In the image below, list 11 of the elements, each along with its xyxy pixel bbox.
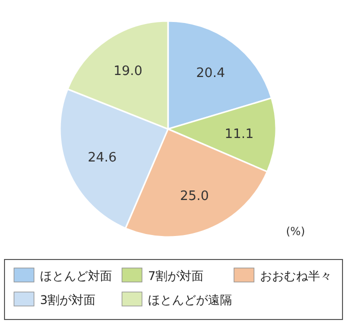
legend-label: 7割が対面: [148, 269, 204, 283]
data-label: 25.0: [180, 189, 209, 204]
legend-label: ほとんど対面: [40, 269, 112, 283]
legend-label: ほとんどが遠隔: [148, 293, 232, 307]
data-label: 20.4: [196, 66, 226, 81]
data-label: 19.0: [113, 64, 142, 80]
data-label: 11.1: [224, 127, 254, 142]
data-label: 24.6: [88, 150, 117, 166]
legend-label: おおむね半々: [260, 269, 332, 283]
legend-label: 3割が対面: [40, 293, 96, 307]
text: (%): [286, 225, 305, 238]
